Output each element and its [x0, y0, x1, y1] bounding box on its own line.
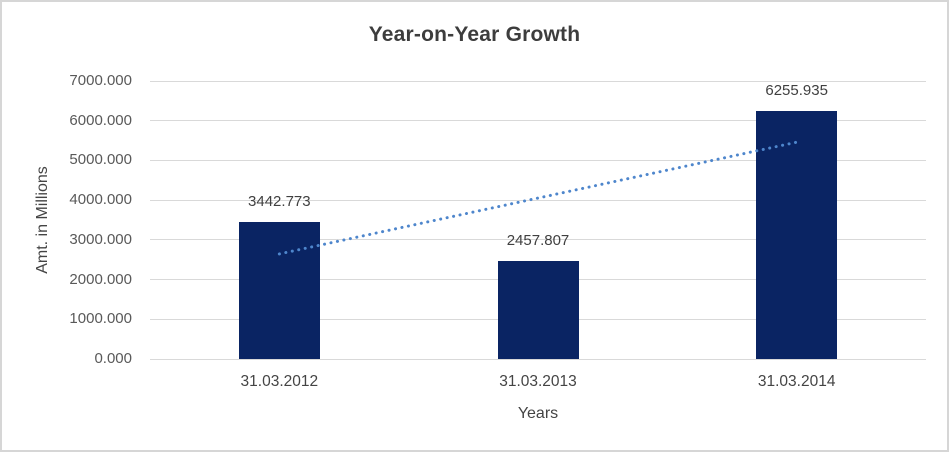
data-label: 2457.807 [506, 232, 570, 250]
x-axis-title: Years [517, 405, 559, 422]
x-tick-label: 31.03.2012 [240, 373, 319, 390]
y-axis-title: Amt. in Millions [34, 166, 51, 274]
plot-area[interactable]: 3442.773 2457.807 6255.935 [150, 80, 926, 360]
y-tick-label: 1000.000 [69, 310, 132, 328]
y-tick-label: 2000.000 [69, 270, 132, 288]
bar-31.03.2013[interactable] [497, 261, 579, 359]
gridline [150, 120, 926, 122]
x-tick-label: 31.03.2014 [757, 373, 836, 390]
chart-title: Year-on-Year Growth [368, 23, 581, 46]
trendline[interactable] [277, 140, 799, 256]
gridline [150, 159, 926, 161]
y-tick-label: 6000.000 [69, 111, 132, 129]
data-label: 6255.935 [765, 81, 828, 99]
bar-31.03.2014[interactable] [756, 110, 838, 359]
y-tick-label: 4000.000 [69, 191, 132, 209]
x-tick-label: 31.03.2013 [499, 373, 577, 390]
y-tick-label: 7000.000 [69, 72, 132, 89]
gridline [150, 80, 926, 82]
gridline [150, 239, 926, 241]
trendline-layer [277, 140, 799, 256]
data-label: 3442.773 [248, 193, 311, 211]
gridline [150, 199, 926, 201]
bar-31.03.2012[interactable] [238, 222, 320, 359]
gridline [150, 358, 926, 360]
y-tick-label: 5000.000 [69, 151, 132, 169]
y-tick-label: 3000.000 [69, 230, 132, 248]
y-tick-label: 0.000 [94, 350, 132, 367]
